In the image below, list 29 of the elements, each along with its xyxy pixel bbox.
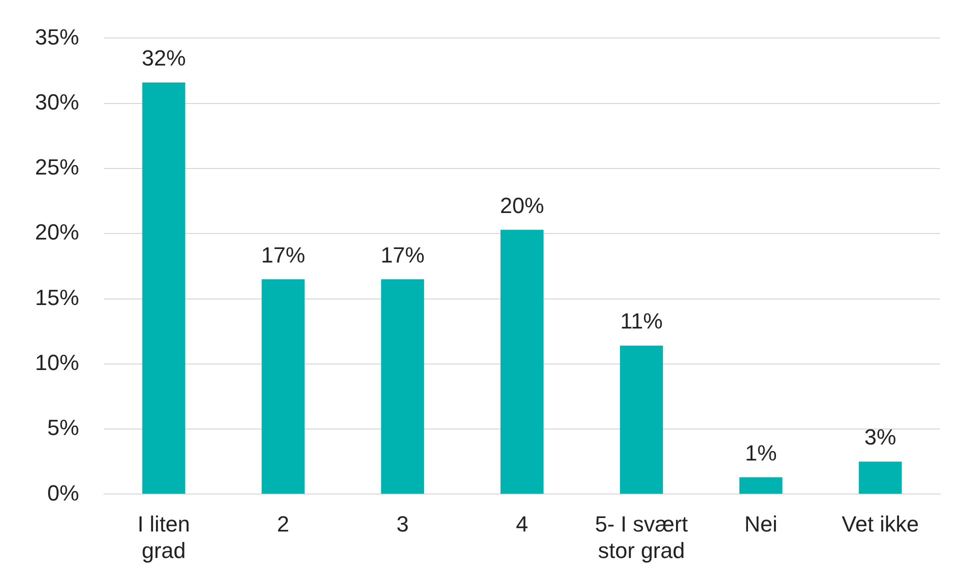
x-tick-label: 3 [396,511,409,536]
x-tick-label: 4 [516,511,528,536]
bar [381,279,424,494]
x-tick-label: 5- I svært stor grad [594,511,688,563]
x-tick-label: Vet ikke [842,511,919,536]
x-tick-label: Nei [744,511,778,536]
bar [142,82,186,494]
y-tick-label: 0% [47,480,80,506]
bar [620,346,663,494]
data-label: 1% [744,440,777,466]
data-label: 17% [261,242,306,268]
bar [262,279,305,494]
y-tick-label: 25% [34,154,80,180]
data-label: 11% [620,308,663,334]
x-tick-label: I liten grad [137,511,190,563]
x-tick-label: 2 [277,511,290,536]
bar [500,230,544,494]
bar [739,477,782,494]
y-tick-label: 35% [34,24,80,50]
y-tick-label: 5% [47,415,80,440]
y-tick-label: 20% [34,220,80,245]
data-label: 17% [380,242,425,268]
y-tick-label: 15% [34,284,80,310]
data-label: 32% [142,46,186,71]
bar [858,462,902,494]
y-tick-label: 10% [34,350,80,375]
y-tick-label: 30% [34,89,80,114]
data-label: 3% [864,424,896,450]
data-label: 20% [500,192,544,218]
